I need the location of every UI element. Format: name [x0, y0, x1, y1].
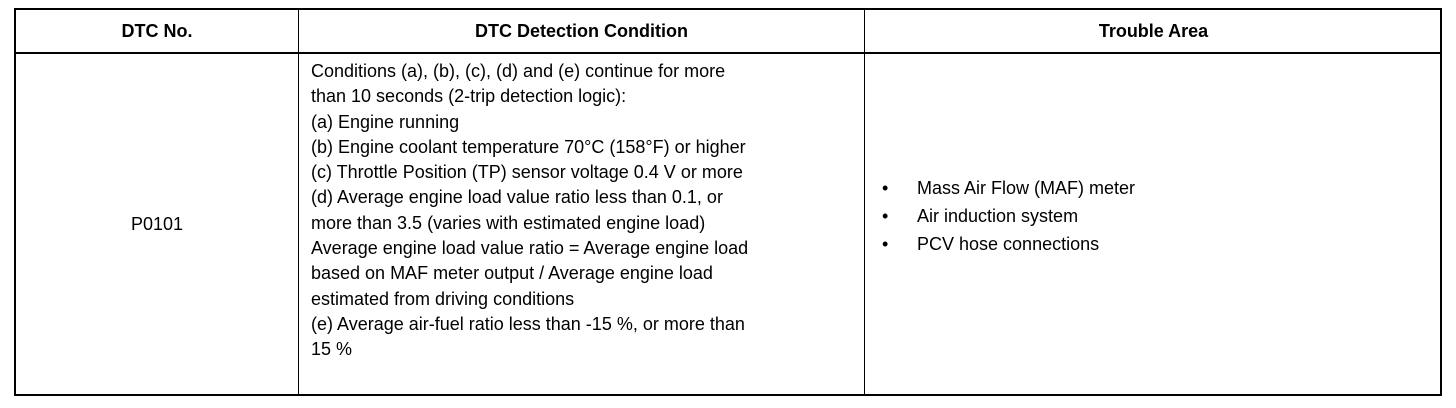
header-divider — [16, 52, 1440, 54]
header-cell: DTC Detection Condition — [475, 20, 688, 41]
trouble-area-item: Air induction system — [865, 202, 1442, 230]
table: DTC No. DTC Detection Condition Trouble … — [14, 8, 1442, 396]
condition-line: than 10 seconds (2-trip detection logic)… — [311, 86, 627, 107]
column-divider — [298, 10, 299, 394]
trouble-area-item: Mass Air Flow (MAF) meter — [865, 174, 1442, 202]
header-cell: Trouble Area — [1098, 20, 1209, 41]
condition-line: estimated from driving conditions — [311, 288, 575, 309]
condition-line: (c) Throttle Position (TP) sensor voltag… — [311, 162, 743, 183]
condition-line: (a) Engine running — [311, 111, 460, 132]
condition-line: more than 3.5 (varies with estimated eng… — [311, 212, 706, 233]
condition-line: Average engine load value ratio = Averag… — [311, 238, 749, 259]
trouble-area-cell: Mass Air Flow (MAF) meterAir induction s… — [865, 54, 1442, 394]
header-cell: DTC No. — [121, 20, 193, 41]
condition-line: (b) Engine coolant temperature 70°C (158… — [311, 136, 746, 157]
condition-line: (e) Average air-fuel ratio less than -15… — [311, 313, 745, 334]
dtc-cell: P0101 — [130, 213, 184, 234]
condition-cell: Conditions (a), (b), (c), (d) and (e) co… — [311, 59, 748, 363]
condition-line: (d) Average engine load value ratio less… — [311, 187, 723, 208]
condition-line: based on MAF meter output / Average engi… — [311, 263, 713, 284]
condition-line: 15 % — [311, 339, 353, 360]
trouble-area-item: PCV hose connections — [865, 230, 1442, 258]
condition-line: Conditions (a), (b), (c), (d) and (e) co… — [311, 61, 726, 81]
